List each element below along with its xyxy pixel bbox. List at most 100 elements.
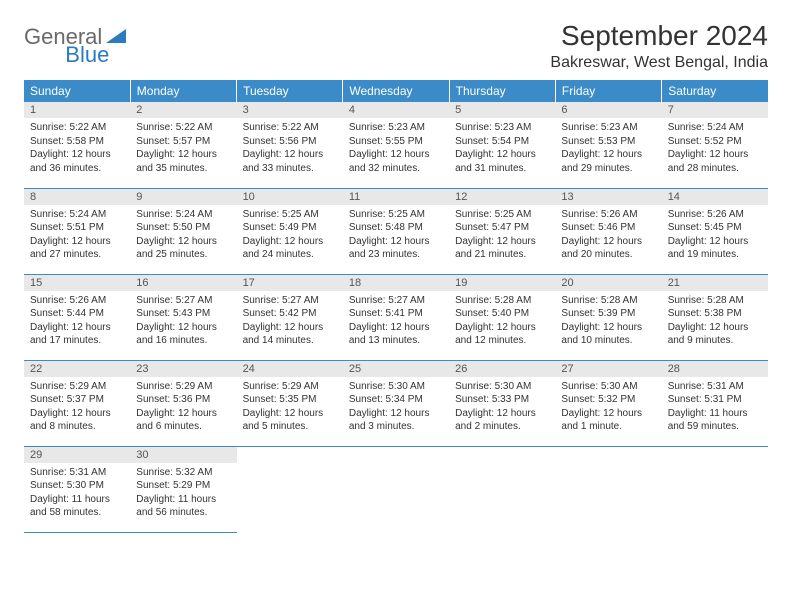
day-content: Sunrise: 5:22 AMSunset: 5:57 PMDaylight:… [130,118,236,178]
calendar-row: 22Sunrise: 5:29 AMSunset: 5:37 PMDayligh… [24,360,768,446]
day-content: Sunrise: 5:25 AMSunset: 5:48 PMDaylight:… [343,205,449,265]
day-number: 20 [555,275,661,291]
day-content: Sunrise: 5:31 AMSunset: 5:30 PMDaylight:… [24,463,130,523]
day-content: Sunrise: 5:23 AMSunset: 5:54 PMDaylight:… [449,118,555,178]
calendar-cell: 27Sunrise: 5:30 AMSunset: 5:32 PMDayligh… [555,360,661,446]
calendar-cell: 5Sunrise: 5:23 AMSunset: 5:54 PMDaylight… [449,102,555,188]
calendar-cell: 24Sunrise: 5:29 AMSunset: 5:35 PMDayligh… [237,360,343,446]
day-number: 5 [449,102,555,118]
day-number: 26 [449,361,555,377]
calendar-cell: 1Sunrise: 5:22 AMSunset: 5:58 PMDaylight… [24,102,130,188]
day-number: 7 [662,102,768,118]
day-content: Sunrise: 5:29 AMSunset: 5:35 PMDaylight:… [237,377,343,437]
day-number: 19 [449,275,555,291]
day-content: Sunrise: 5:24 AMSunset: 5:51 PMDaylight:… [24,205,130,265]
day-number: 3 [237,102,343,118]
day-number: 15 [24,275,130,291]
calendar-cell: 30Sunrise: 5:32 AMSunset: 5:29 PMDayligh… [130,446,236,532]
calendar-cell: 17Sunrise: 5:27 AMSunset: 5:42 PMDayligh… [237,274,343,360]
calendar-cell: 12Sunrise: 5:25 AMSunset: 5:47 PMDayligh… [449,188,555,274]
day-content: Sunrise: 5:29 AMSunset: 5:37 PMDaylight:… [24,377,130,437]
weekday-header: Wednesday [343,80,449,102]
day-number: 2 [130,102,236,118]
day-number: 30 [130,447,236,463]
weekday-header: Saturday [662,80,768,102]
day-content: Sunrise: 5:28 AMSunset: 5:40 PMDaylight:… [449,291,555,351]
calendar-cell [555,446,661,532]
weekday-header: Tuesday [237,80,343,102]
calendar-cell: 26Sunrise: 5:30 AMSunset: 5:33 PMDayligh… [449,360,555,446]
header: General Blue September 2024 Bakreswar, W… [24,20,768,72]
day-number: 9 [130,189,236,205]
day-number: 21 [662,275,768,291]
day-content: Sunrise: 5:30 AMSunset: 5:33 PMDaylight:… [449,377,555,437]
weekday-header: Friday [555,80,661,102]
calendar-cell: 11Sunrise: 5:25 AMSunset: 5:48 PMDayligh… [343,188,449,274]
day-number: 22 [24,361,130,377]
day-content: Sunrise: 5:32 AMSunset: 5:29 PMDaylight:… [130,463,236,523]
calendar-cell [343,446,449,532]
calendar-row: 15Sunrise: 5:26 AMSunset: 5:44 PMDayligh… [24,274,768,360]
day-number: 10 [237,189,343,205]
weekday-header: Thursday [449,80,555,102]
day-content: Sunrise: 5:23 AMSunset: 5:53 PMDaylight:… [555,118,661,178]
calendar-cell: 19Sunrise: 5:28 AMSunset: 5:40 PMDayligh… [449,274,555,360]
day-number: 23 [130,361,236,377]
day-content: Sunrise: 5:25 AMSunset: 5:47 PMDaylight:… [449,205,555,265]
calendar-cell: 28Sunrise: 5:31 AMSunset: 5:31 PMDayligh… [662,360,768,446]
calendar-cell: 23Sunrise: 5:29 AMSunset: 5:36 PMDayligh… [130,360,236,446]
day-number: 16 [130,275,236,291]
calendar-cell: 7Sunrise: 5:24 AMSunset: 5:52 PMDaylight… [662,102,768,188]
day-content: Sunrise: 5:31 AMSunset: 5:31 PMDaylight:… [662,377,768,437]
day-number: 13 [555,189,661,205]
day-content: Sunrise: 5:24 AMSunset: 5:52 PMDaylight:… [662,118,768,178]
day-number: 29 [24,447,130,463]
day-content: Sunrise: 5:30 AMSunset: 5:32 PMDaylight:… [555,377,661,437]
day-content: Sunrise: 5:22 AMSunset: 5:58 PMDaylight:… [24,118,130,178]
calendar-cell: 9Sunrise: 5:24 AMSunset: 5:50 PMDaylight… [130,188,236,274]
day-content: Sunrise: 5:26 AMSunset: 5:45 PMDaylight:… [662,205,768,265]
day-number: 6 [555,102,661,118]
calendar-row: 29Sunrise: 5:31 AMSunset: 5:30 PMDayligh… [24,446,768,532]
day-number: 12 [449,189,555,205]
day-content: Sunrise: 5:27 AMSunset: 5:41 PMDaylight:… [343,291,449,351]
day-number: 24 [237,361,343,377]
calendar-cell: 4Sunrise: 5:23 AMSunset: 5:55 PMDaylight… [343,102,449,188]
day-content: Sunrise: 5:26 AMSunset: 5:46 PMDaylight:… [555,205,661,265]
logo: General Blue [24,20,173,50]
location: Bakreswar, West Bengal, India [550,54,768,72]
calendar-cell: 18Sunrise: 5:27 AMSunset: 5:41 PMDayligh… [343,274,449,360]
day-number: 11 [343,189,449,205]
day-number: 4 [343,102,449,118]
calendar-cell: 2Sunrise: 5:22 AMSunset: 5:57 PMDaylight… [130,102,236,188]
calendar-cell: 25Sunrise: 5:30 AMSunset: 5:34 PMDayligh… [343,360,449,446]
day-content: Sunrise: 5:29 AMSunset: 5:36 PMDaylight:… [130,377,236,437]
day-number: 8 [24,189,130,205]
calendar-cell: 3Sunrise: 5:22 AMSunset: 5:56 PMDaylight… [237,102,343,188]
calendar-cell: 6Sunrise: 5:23 AMSunset: 5:53 PMDaylight… [555,102,661,188]
calendar-row: 8Sunrise: 5:24 AMSunset: 5:51 PMDaylight… [24,188,768,274]
title-block: September 2024 Bakreswar, West Bengal, I… [550,20,768,72]
day-content: Sunrise: 5:22 AMSunset: 5:56 PMDaylight:… [237,118,343,178]
calendar-cell: 13Sunrise: 5:26 AMSunset: 5:46 PMDayligh… [555,188,661,274]
day-number: 14 [662,189,768,205]
calendar-header-row: SundayMondayTuesdayWednesdayThursdayFrid… [24,80,768,102]
calendar-cell: 15Sunrise: 5:26 AMSunset: 5:44 PMDayligh… [24,274,130,360]
day-number: 17 [237,275,343,291]
day-content: Sunrise: 5:27 AMSunset: 5:43 PMDaylight:… [130,291,236,351]
day-content: Sunrise: 5:28 AMSunset: 5:39 PMDaylight:… [555,291,661,351]
calendar-cell: 21Sunrise: 5:28 AMSunset: 5:38 PMDayligh… [662,274,768,360]
day-content: Sunrise: 5:30 AMSunset: 5:34 PMDaylight:… [343,377,449,437]
calendar-cell: 20Sunrise: 5:28 AMSunset: 5:39 PMDayligh… [555,274,661,360]
calendar-row: 1Sunrise: 5:22 AMSunset: 5:58 PMDaylight… [24,102,768,188]
weekday-header: Sunday [24,80,130,102]
day-content: Sunrise: 5:23 AMSunset: 5:55 PMDaylight:… [343,118,449,178]
day-number: 25 [343,361,449,377]
calendar-cell [237,446,343,532]
day-content: Sunrise: 5:28 AMSunset: 5:38 PMDaylight:… [662,291,768,351]
day-content: Sunrise: 5:27 AMSunset: 5:42 PMDaylight:… [237,291,343,351]
day-number: 18 [343,275,449,291]
month-title: September 2024 [550,20,768,52]
day-content: Sunrise: 5:24 AMSunset: 5:50 PMDaylight:… [130,205,236,265]
calendar-cell: 16Sunrise: 5:27 AMSunset: 5:43 PMDayligh… [130,274,236,360]
